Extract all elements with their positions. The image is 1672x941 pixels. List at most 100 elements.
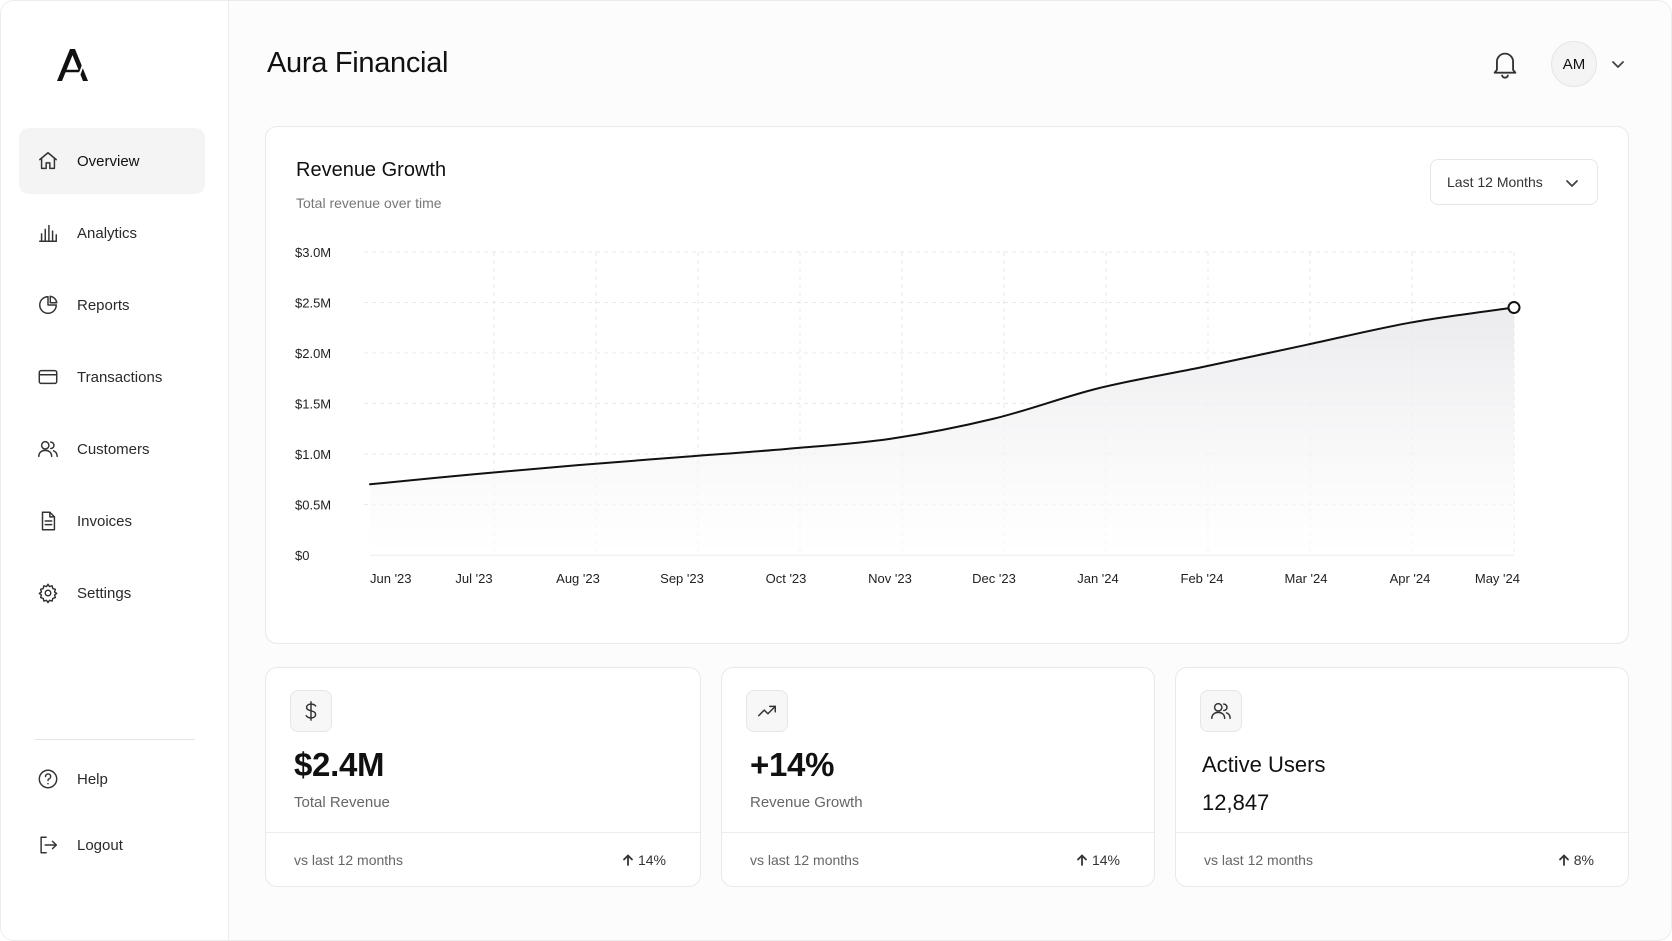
sidebar-item-label: Overview [77,152,140,170]
x-tick-label: Dec '23 [972,571,1016,586]
sidebar-item-label: Analytics [77,224,138,242]
data-point [1304,343,1308,347]
sidebar-item-label: Reports [77,296,130,314]
sidebar-item-customers[interactable]: Customers [19,416,205,482]
stat-label: Total Revenue [294,794,390,811]
stat-comparison-text: vs last 12 months [750,851,859,868]
data-point-latest [1507,301,1521,315]
y-tick-label: $2.5M [295,296,331,311]
sidebar-item-label: Help [77,770,108,788]
y-tick-label: $0 [295,548,309,563]
y-tick-label: $1.0M [295,447,331,462]
data-point [1408,321,1412,325]
y-tick-label: $1.5M [295,397,331,412]
sidebar-nav: Overview Analytics Reports Transactions [19,128,205,632]
x-tick-label: Feb '24 [1181,571,1224,586]
stat-comparison-text: vs last 12 months [1204,851,1313,868]
chart-subtitle: Total revenue over time [296,195,442,211]
data-point [368,482,372,486]
sidebar-item-reports[interactable]: Reports [19,272,205,338]
x-tick-label: Nov '23 [868,571,912,586]
x-tick-label: Sep '23 [660,571,704,586]
document-icon [37,510,59,532]
y-tick-label: $3.0M [295,245,331,260]
sidebar-item-transactions[interactable]: Transactions [19,344,205,410]
users-icon [37,438,59,460]
stat-value: +14% [750,746,835,783]
brand-logo-icon[interactable] [53,45,93,85]
stat-change-value: 8% [1573,851,1594,868]
sidebar-item-label: Transactions [77,368,163,386]
credit-card-icon [37,366,59,388]
stat-change-value: 14% [637,851,666,868]
chevron-down-icon [1565,176,1579,190]
bar-chart-icon [37,222,59,244]
stat-value: 12,847 [1202,790,1270,815]
sidebar-item-settings[interactable]: Settings [19,560,205,626]
home-icon [37,150,59,172]
x-tick-label: Jun '23 [370,571,412,586]
sidebar-item-label: Customers [77,440,150,458]
stat-comparison-text: vs last 12 months [294,851,403,868]
stat-footer: vs last 12 months 14% [722,832,1154,886]
logout-icon [37,834,59,856]
data-point [888,437,892,441]
stat-change: 8% [1558,852,1594,868]
date-range-select[interactable]: Last 12 Months [1430,159,1598,205]
stat-change-value: 14% [1091,851,1120,868]
data-point [784,447,788,451]
data-point [1096,386,1100,390]
data-point [472,472,476,476]
y-tick-label: $0.5M [295,498,331,513]
gear-icon [37,582,59,604]
sidebar-divider [35,739,195,740]
x-tick-label: Jul '23 [455,571,492,586]
help-icon [37,768,59,790]
sidebar-item-overview[interactable]: Overview [19,128,205,194]
stat-card-revenue-growth: +14% Revenue Growth vs last 12 months 14… [721,667,1155,887]
data-point [576,463,580,467]
stat-value: $2.4M [294,746,385,783]
avatar[interactable]: AM [1551,41,1597,87]
pie-chart-icon [37,294,59,316]
sidebar-item-help[interactable]: Help [19,749,205,809]
sidebar-item-label: Invoices [77,512,133,530]
sidebar-item-label: Logout [77,836,123,854]
stat-title: Active Users [1202,752,1326,777]
stat-footer: vs last 12 months 8% [1176,832,1628,886]
revenue-chart: $0 $0.5M $1.0M $1.5M $2.0M $2.5M $3.0M Jun '23 J… [295,245,1521,586]
sidebar-bottom-nav: Help Logout [19,749,205,881]
stat-label: Revenue Growth [750,794,863,811]
sidebar-item-logout[interactable]: Logout [19,815,205,875]
x-tick-label: Oct '23 [766,571,807,586]
y-tick-label: $2.0M [295,346,331,361]
sidebar-item-analytics[interactable]: Analytics [19,200,205,266]
data-point [992,417,996,421]
series-area [370,307,1514,555]
users-icon [1200,690,1242,732]
trending-up-icon [746,690,788,732]
data-point [1200,365,1204,369]
x-tick-label: Aug '23 [556,571,600,586]
page-title: Aura Financial [267,47,449,79]
sidebar: Overview Analytics Reports Transactions [1,1,229,940]
date-range-value: Last 12 Months [1447,174,1543,190]
sidebar-item-label: Settings [77,584,132,602]
x-tick-label: May '24 [1475,571,1520,586]
stat-change: 14% [1076,852,1120,868]
arrow-up-icon [1558,854,1569,866]
chart-title: Revenue Growth [296,159,447,181]
stat-footer: vs last 12 months 14% [266,832,700,886]
chevron-down-icon[interactable] [1611,57,1625,71]
notification-bell-icon[interactable] [1491,49,1519,79]
arrow-up-icon [1077,854,1087,866]
x-tick-label: Jan '24 [1077,571,1119,586]
dollar-icon [290,690,332,732]
x-tick-label: Mar '24 [1285,571,1328,586]
x-tick-label: Apr '24 [1390,571,1431,586]
series-line [369,306,1515,486]
data-point [680,455,684,459]
sidebar-item-invoices[interactable]: Invoices [19,488,205,554]
stat-card-active-users: Active Users 12,847 vs last 12 months 8% [1175,667,1629,887]
